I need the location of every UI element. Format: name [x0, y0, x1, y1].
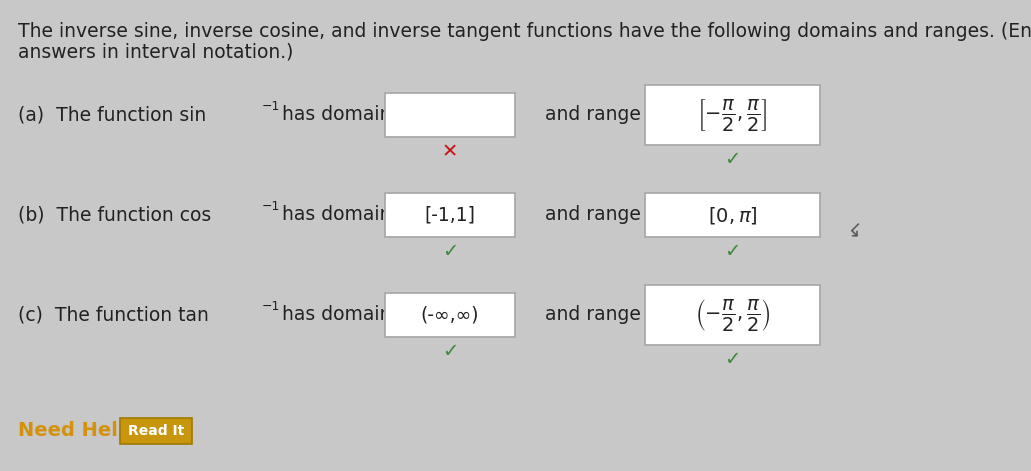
Text: ✓: ✓ [725, 150, 740, 169]
Text: and range: and range [545, 106, 641, 124]
Bar [645, 285, 820, 345]
Text: has domain: has domain [276, 205, 392, 225]
Bar [120, 418, 192, 444]
Text: −1: −1 [262, 201, 280, 213]
Text: ✓: ✓ [725, 242, 740, 261]
Text: ✓: ✓ [442, 242, 458, 261]
Text: [-1,1]: [-1,1] [425, 205, 475, 225]
Text: has domain: has domain [276, 306, 392, 325]
Text: (c)  The function tan: (c) The function tan [18, 306, 209, 325]
Text: ✓: ✓ [725, 350, 740, 369]
Text: Read It: Read It [128, 424, 185, 438]
Text: (b)  The function cos: (b) The function cos [18, 205, 211, 225]
Text: answers in interval notation.): answers in interval notation.) [18, 42, 294, 61]
Bar [385, 193, 516, 237]
Text: and range: and range [545, 205, 641, 225]
Text: −1: −1 [262, 100, 280, 114]
Text: $\left[-\dfrac{\pi}{2},\dfrac{\pi}{2}\right]$: $\left[-\dfrac{\pi}{2},\dfrac{\pi}{2}\ri… [697, 97, 768, 133]
Bar [645, 85, 820, 145]
Bar [385, 93, 516, 137]
Text: (a)  The function sin: (a) The function sin [18, 106, 206, 124]
Text: $\left[0,\pi\right]$: $\left[0,\pi\right]$ [707, 204, 758, 226]
Text: ✓: ✓ [442, 342, 458, 361]
Text: and range: and range [545, 306, 641, 325]
Text: $\left(-\dfrac{\pi}{2},\dfrac{\pi}{2}\right)$: $\left(-\dfrac{\pi}{2},\dfrac{\pi}{2}\ri… [695, 297, 770, 333]
Text: ↳: ↳ [840, 222, 865, 247]
Text: (-∞,∞): (-∞,∞) [421, 306, 479, 325]
Bar [645, 193, 820, 237]
Text: ✕: ✕ [442, 142, 458, 161]
Text: −1: −1 [262, 300, 280, 314]
Bar [385, 293, 516, 337]
Text: The inverse sine, inverse cosine, and inverse tangent functions have the followi: The inverse sine, inverse cosine, and in… [18, 22, 1031, 41]
Text: Need Help?: Need Help? [18, 421, 143, 439]
Text: has domain: has domain [276, 106, 392, 124]
